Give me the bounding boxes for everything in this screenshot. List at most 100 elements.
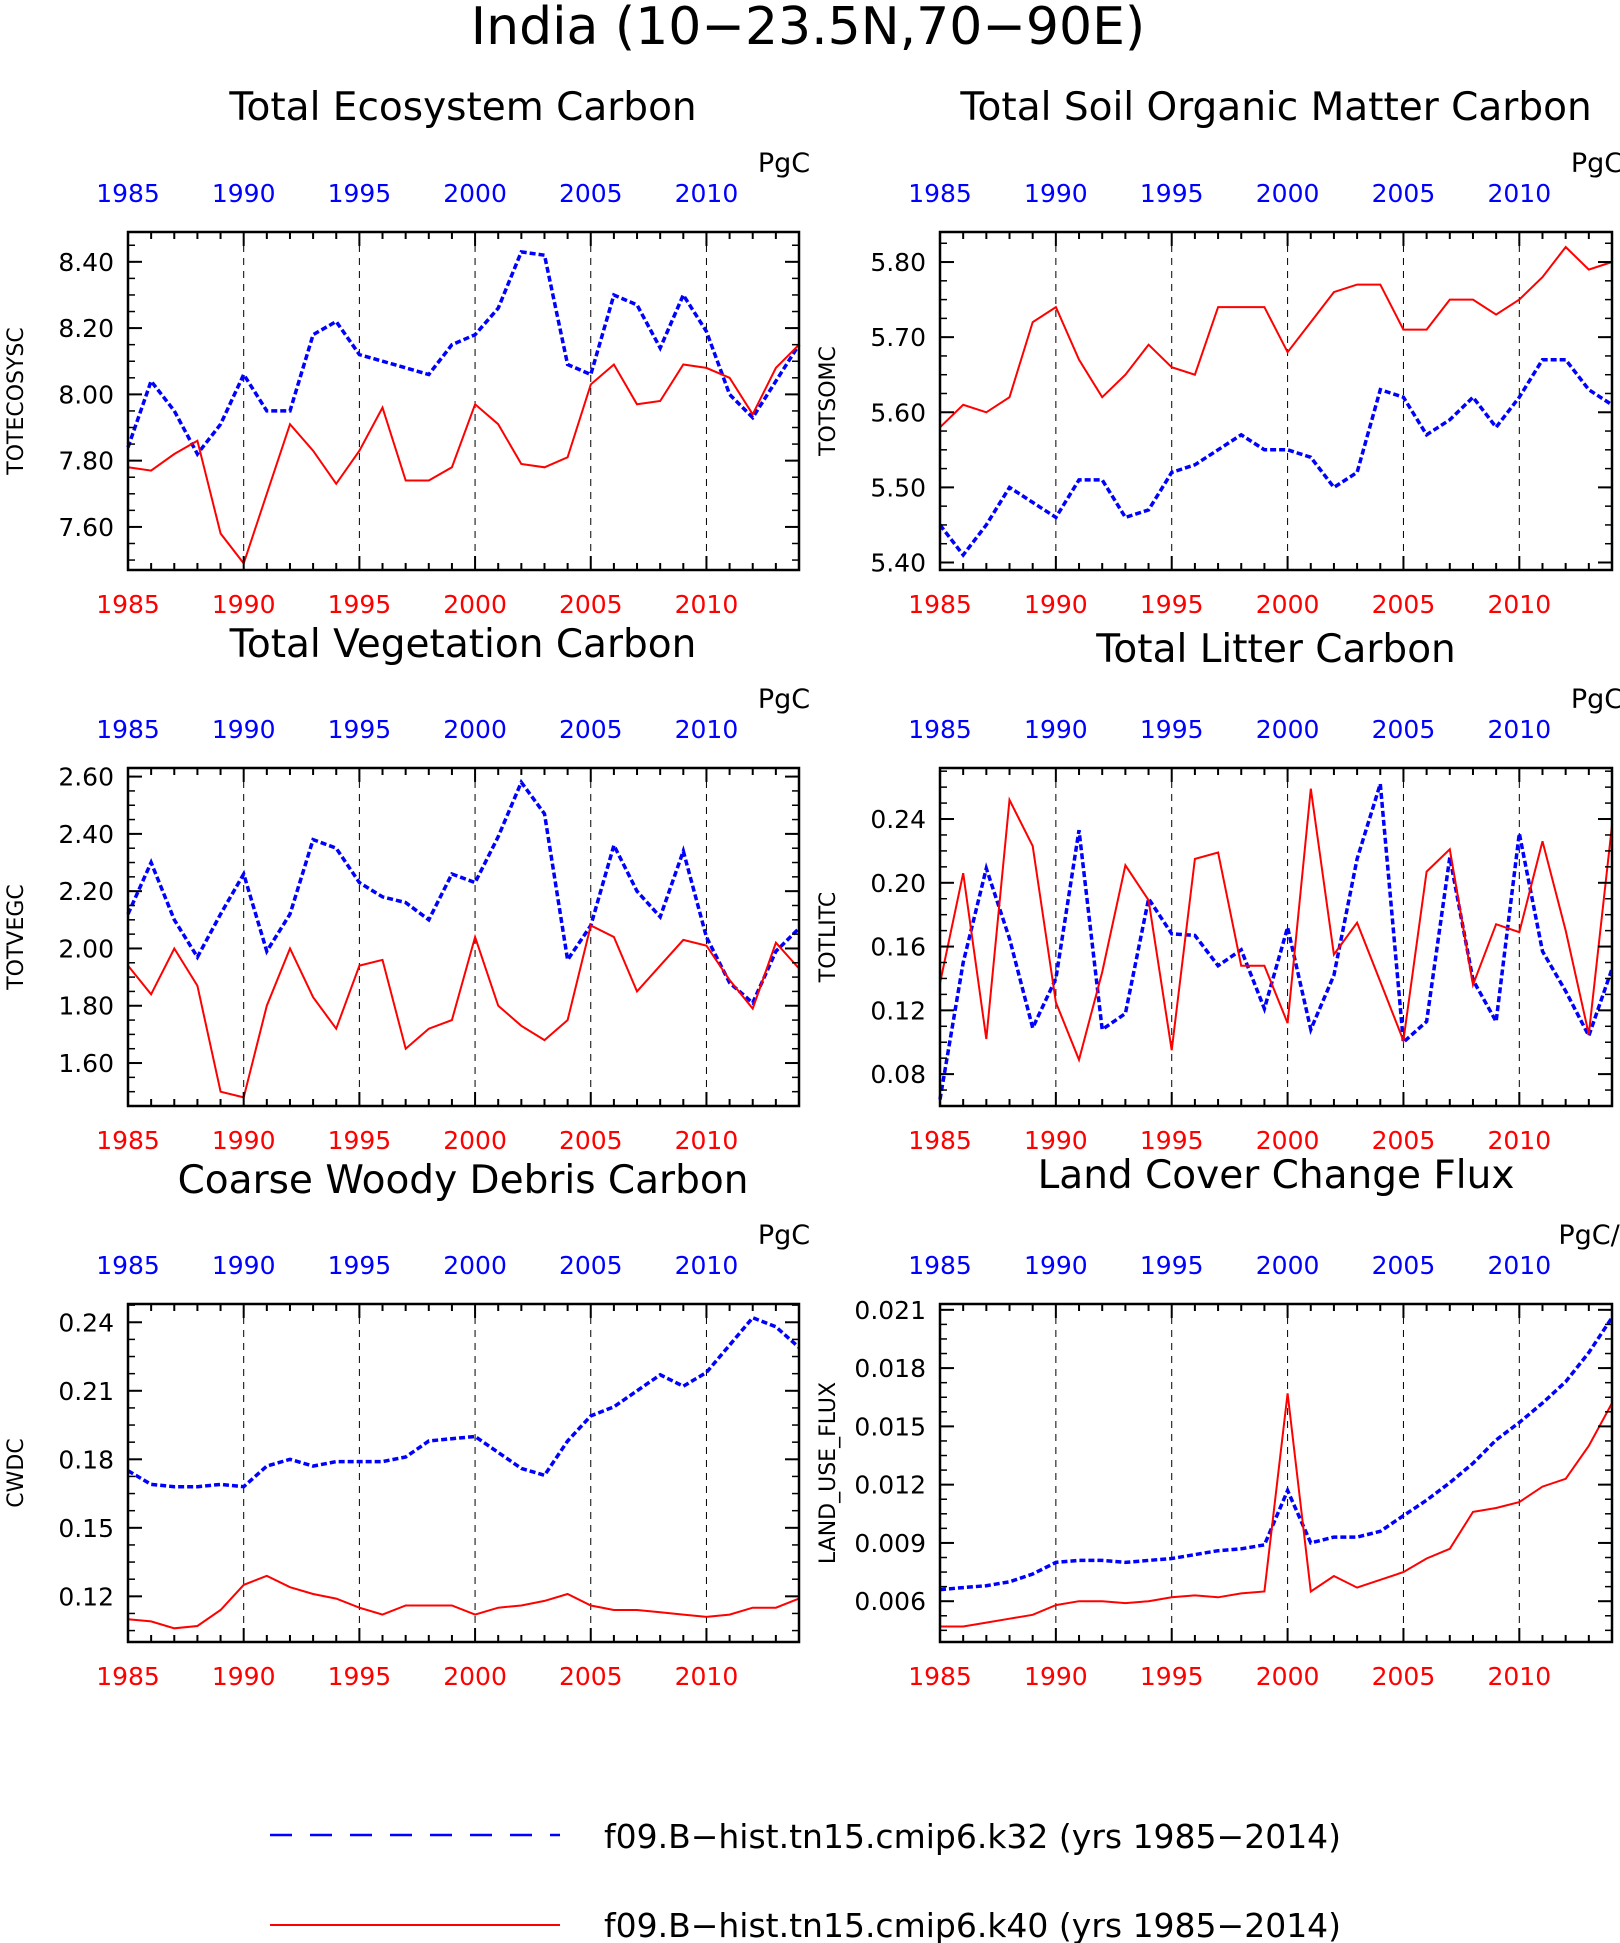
series-group [126, 249, 801, 566]
series-k32-line [938, 783, 1614, 1100]
y-tick-label: 5.70 [870, 323, 926, 352]
x-tick-label-bottom: 1985 [908, 1662, 972, 1691]
y-axis-label: TOTVEGC [4, 884, 29, 991]
x-tick-label-top: 2000 [1256, 715, 1320, 744]
x-tick-label-top: 2000 [1256, 179, 1320, 208]
x-tick-label-top: 2010 [675, 1251, 739, 1280]
x-tick-label-bottom: 1985 [96, 590, 160, 619]
y-tick-label: 5.40 [870, 548, 926, 577]
x-tick-label-top: 2005 [559, 1251, 623, 1280]
x-tick-label-top: 2010 [1487, 179, 1551, 208]
units-label: PgC [758, 1220, 810, 1251]
x-tick-label-bottom: 1985 [96, 1662, 160, 1691]
y-tick-label: 1.60 [58, 1049, 114, 1078]
series-k40-line [940, 1393, 1613, 1628]
x-tick-label-bottom: 2005 [1372, 590, 1436, 619]
x-tick-label-bottom: 1995 [1140, 1662, 1204, 1691]
plot-frame [126, 766, 801, 1108]
series-k40-line [939, 245, 1613, 429]
y-tick-label: 5.50 [870, 473, 926, 502]
series-k32-line [127, 1315, 801, 1489]
x-tick-label-bottom: 1990 [1024, 1126, 1088, 1155]
panel-2: Total Soil Organic Matter Carbon PgC TOTSO… [816, 85, 1620, 619]
y-tick-label: 0.018 [854, 1354, 926, 1383]
y-tick-label: 7.60 [58, 513, 114, 542]
x-tick-label-bottom: 2010 [675, 1662, 739, 1691]
y-tick-label: 0.015 [854, 1412, 926, 1441]
series-group [939, 1316, 1614, 1628]
x-tick-label-top: 2000 [443, 179, 507, 208]
x-tick-label-top: 1995 [1140, 1251, 1204, 1280]
units-label: PgC [758, 148, 810, 179]
x-tick-label-bottom: 1990 [212, 1662, 276, 1691]
x-tick-label-top: 2010 [1487, 1251, 1551, 1280]
x-tick-label-top: 1990 [212, 1251, 276, 1280]
x-tick-label-bottom: 2010 [1487, 1662, 1551, 1691]
y-tick-label: 0.006 [854, 1587, 926, 1616]
panel-title: Total Soil Organic Matter Carbon [959, 85, 1591, 130]
x-tick-label-bottom: 2010 [675, 590, 739, 619]
x-tick-label-bottom: 2005 [1372, 1126, 1436, 1155]
units-label: PgC [758, 684, 810, 715]
y-axis-label: TOTLITC [816, 892, 841, 983]
x-tick-label-top: 2005 [559, 179, 623, 208]
y-axis-label: TOTECOSYSC [4, 327, 29, 476]
y-tick-label: 0.12 [870, 996, 926, 1025]
y-tick-label: 8.20 [58, 314, 114, 343]
x-tick-label-top: 1990 [1024, 179, 1088, 208]
y-tick-label: 7.80 [58, 447, 114, 476]
x-tick-label-bottom: 2005 [559, 590, 623, 619]
plot-frame [126, 1302, 801, 1644]
plot-frame [938, 766, 1614, 1108]
x-tick-label-top: 1985 [96, 1251, 160, 1280]
x-tick-label-top: 1985 [96, 179, 160, 208]
x-tick-label-bottom: 2005 [1372, 1662, 1436, 1691]
panel-title: Coarse Woody Debris Carbon [178, 1158, 749, 1203]
x-tick-label-top: 2010 [675, 715, 739, 744]
series-k40-line [127, 924, 800, 1099]
legend-label-k40: f09.B−hist.tn15.cmip6.k40 (yrs 1985−2014… [604, 1906, 1341, 1943]
y-tick-label: 2.20 [58, 877, 114, 906]
x-tick-label-top: 2005 [1372, 1251, 1436, 1280]
y-tick-label: 0.24 [870, 805, 926, 834]
y-tick-label: 0.20 [870, 869, 926, 898]
x-tick-label-top: 1990 [1024, 1251, 1088, 1280]
y-tick-label: 0.21 [58, 1377, 114, 1406]
y-tick-label: 0.009 [854, 1529, 926, 1558]
x-tick-label-top: 2000 [1256, 1251, 1320, 1280]
x-tick-label-bottom: 1990 [1024, 590, 1088, 619]
y-axis-label: TOTSOMC [816, 346, 841, 457]
x-tick-label-bottom: 2000 [1256, 1126, 1320, 1155]
y-axis-label: CWDC [4, 1438, 29, 1507]
x-tick-label-top: 2000 [443, 1251, 507, 1280]
series-k32-line [939, 1316, 1614, 1592]
x-tick-label-top: 2005 [1372, 179, 1436, 208]
x-tick-label-top: 1995 [328, 715, 392, 744]
series-k32-line [126, 778, 801, 1006]
x-tick-label-top: 1990 [212, 715, 276, 744]
x-tick-label-bottom: 2005 [559, 1662, 623, 1691]
y-tick-label: 2.60 [58, 763, 114, 792]
y-tick-label: 1.80 [58, 992, 114, 1021]
y-tick-label: 8.40 [58, 248, 114, 277]
panel-title: Land Cover Change Flux [1038, 1153, 1515, 1198]
panel-title: Total Litter Carbon [1095, 627, 1456, 672]
x-tick-label-bottom: 1995 [328, 1662, 392, 1691]
panel-title: Total Ecosystem Carbon [228, 85, 696, 130]
x-tick-label-top: 1985 [96, 715, 160, 744]
x-tick-label-top: 1985 [908, 715, 972, 744]
x-tick-label-top: 1995 [328, 1251, 392, 1280]
x-tick-label-top: 1990 [1024, 715, 1088, 744]
y-tick-label: 0.18 [58, 1445, 114, 1474]
units-label: PgC [1571, 684, 1620, 715]
x-tick-label-bottom: 1995 [328, 590, 392, 619]
x-tick-label-bottom: 1990 [212, 590, 276, 619]
x-tick-label-top: 1985 [908, 1251, 972, 1280]
y-tick-label: 8.00 [58, 380, 114, 409]
x-tick-label-top: 2005 [1372, 715, 1436, 744]
x-tick-label-top: 2000 [443, 715, 507, 744]
y-tick-label: 0.15 [58, 1514, 114, 1543]
series-group [938, 783, 1614, 1100]
x-tick-label-bottom: 2000 [443, 1662, 507, 1691]
